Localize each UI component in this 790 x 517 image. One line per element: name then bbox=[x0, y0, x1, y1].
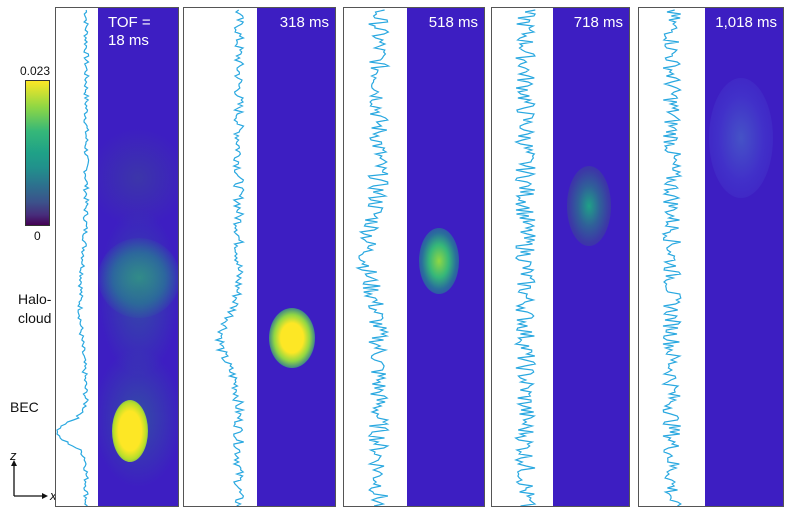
density-profile-trace bbox=[513, 9, 537, 506]
tof-label: TOF = 18 ms bbox=[108, 14, 151, 49]
colorbar-max-label: 0.023 bbox=[20, 64, 51, 78]
profile-area bbox=[344, 8, 407, 506]
upper-glow bbox=[98, 128, 178, 228]
halo-label-line1: Halo- bbox=[18, 291, 52, 307]
absorption-image: 1,018 ms bbox=[705, 8, 783, 506]
x-axis-label: x bbox=[50, 488, 57, 503]
profile-line bbox=[661, 9, 683, 506]
profile-line bbox=[513, 9, 537, 506]
density-profile-trace bbox=[56, 9, 90, 506]
bec-label: BEC bbox=[10, 399, 39, 415]
absorption-image: 718 ms bbox=[553, 8, 629, 506]
atom-cloud-blob bbox=[269, 308, 315, 368]
axes-indicator: z x bbox=[8, 448, 68, 508]
profile-area bbox=[56, 8, 98, 506]
halo-label-line2: cloud bbox=[18, 310, 52, 326]
tof-label: 518 ms bbox=[428, 14, 478, 31]
tof-label: 318 ms bbox=[279, 14, 329, 31]
atom-cloud-blob bbox=[709, 78, 773, 198]
panel-718ms: 718 ms bbox=[491, 7, 630, 507]
atom-cloud-blob bbox=[567, 166, 611, 246]
halo-cloud-label: Halo- cloud bbox=[18, 290, 51, 328]
absorption-image: 318 ms bbox=[257, 8, 335, 506]
absorption-image: 518 ms bbox=[407, 8, 484, 506]
density-profile-trace bbox=[214, 9, 246, 506]
profile-line bbox=[56, 9, 90, 506]
colorbar-min-label: 0 bbox=[34, 229, 41, 243]
tof-label: 1,018 ms bbox=[715, 14, 777, 31]
panel-18ms: TOF = 18 ms bbox=[55, 7, 179, 507]
panel-1018ms: 1,018 ms bbox=[638, 7, 784, 507]
profile-area bbox=[492, 8, 553, 506]
profile-area bbox=[639, 8, 705, 506]
atom-cloud-blob bbox=[419, 228, 459, 294]
profile-line bbox=[214, 9, 246, 506]
colorbar bbox=[25, 80, 50, 226]
density-profile-trace bbox=[661, 9, 683, 506]
profile-area bbox=[184, 8, 257, 506]
absorption-image: TOF = 18 ms bbox=[98, 8, 178, 506]
panel-518ms: 518 ms bbox=[343, 7, 485, 507]
z-axis-label: z bbox=[10, 448, 17, 463]
axes-arrows bbox=[11, 460, 48, 499]
panel-318ms: 318 ms bbox=[183, 7, 336, 507]
bec-blob bbox=[112, 400, 148, 462]
density-profile-trace bbox=[355, 9, 391, 506]
tof-label: 718 ms bbox=[573, 14, 623, 31]
profile-line bbox=[355, 9, 391, 506]
